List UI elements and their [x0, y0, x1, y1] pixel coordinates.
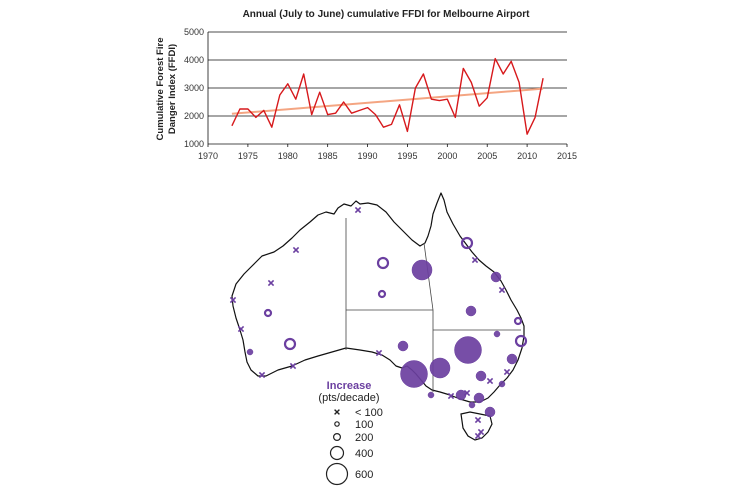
- legend-symbol-ring: [333, 433, 342, 442]
- legend-label: 600: [355, 469, 373, 481]
- station-charleville-circle: [514, 334, 528, 348]
- y-tick-label: 3000: [184, 83, 204, 93]
- station-melbourne-circle: [484, 406, 496, 418]
- legend-label: 200: [355, 432, 373, 444]
- station-rockhampton-circle: [493, 330, 501, 338]
- station-adelaide-circle: [475, 370, 487, 382]
- legend-symbol-ring: [334, 421, 340, 427]
- station-esperance-cross: [289, 362, 297, 370]
- australia-map: [229, 192, 528, 441]
- series-lines: [231, 57, 544, 135]
- x-tick-label: 1970: [198, 151, 218, 161]
- state-borders: [345, 218, 521, 392]
- x-tick-label: 1990: [358, 151, 378, 161]
- station-katherine-cross: [292, 246, 300, 254]
- x-tick-label: 1975: [238, 151, 258, 161]
- x-tick-labels: 1970 1975 1980 1985 1990 1995 2000 2005 2010 2015: [198, 144, 577, 161]
- x-tick-label: 1980: [278, 151, 298, 161]
- station-horsham-circle: [498, 380, 506, 388]
- station-moree-circle: [427, 391, 435, 399]
- mainland-outline: [231, 192, 525, 403]
- station-nowra-cross: [474, 416, 482, 424]
- station-broome-cross: [267, 279, 275, 287]
- series-line-ffdi: [231, 57, 544, 135]
- y-tick-label: 2000: [184, 111, 204, 121]
- station-brisbane-circle: [397, 340, 409, 352]
- station-sale-circle: [473, 392, 485, 404]
- series-line-trend: [231, 87, 544, 115]
- y-tick-label: 5000: [184, 27, 204, 37]
- y-tick-label: 1000: [184, 139, 204, 149]
- station-hobart-cross: [477, 428, 485, 436]
- tasmania-outline: [460, 411, 493, 441]
- chart-title: Annual (July to June) cumulative FFDI fo…: [243, 9, 531, 20]
- station-kalgoorlie-circle: [376, 256, 390, 270]
- station-wagga-wagga-circle: [506, 353, 518, 365]
- y-axis-label-line-1: Cumulative Forest Fire: [155, 38, 166, 141]
- station-dubbo-circle: [455, 389, 467, 401]
- station-cairns-cross: [471, 256, 479, 264]
- line-chart: Annual (July to June) cumulative FFDI fo…: [155, 9, 577, 161]
- station-oodnadatta-circle: [454, 336, 482, 364]
- x-tick-label: 1995: [397, 151, 417, 161]
- station-darwin-region-cross: [354, 206, 362, 214]
- x-tick-label: 2000: [437, 151, 457, 161]
- y-tick-labels: 1000 2000 3000 4000 5000: [184, 27, 204, 149]
- y-tick-label: 4000: [184, 55, 204, 65]
- legend-label: 400: [355, 448, 373, 460]
- legend-title: Increase: [327, 380, 372, 392]
- x-tick-label: 2015: [557, 151, 577, 161]
- y-axis-label: Cumulative Forest Fire Danger Index (FFD…: [155, 38, 178, 141]
- legend-symbol-cross: [334, 409, 340, 415]
- station-townsville-cross: [498, 286, 506, 294]
- station-meekatharra-circle: [283, 337, 297, 351]
- station-woomera-circle: [465, 305, 477, 317]
- station-cloncurry-circle: [460, 236, 474, 250]
- station-williamtown-cross: [447, 392, 455, 400]
- station-longreach-circle: [513, 316, 523, 326]
- legend-subtitle: (pts/decade): [318, 392, 379, 404]
- station-markers: [229, 206, 528, 440]
- station-port-hedland-cross: [229, 296, 237, 304]
- station-perth-circle: [246, 348, 254, 356]
- station-geraldton-circle: [263, 308, 273, 318]
- station-tennant-creek-circle: [377, 289, 387, 299]
- station-albany-cross: [258, 371, 266, 379]
- legend-symbol-ring: [325, 462, 349, 486]
- x-tick-label: 2005: [477, 151, 497, 161]
- x-tick-label: 1985: [318, 151, 338, 161]
- station-carnarvon-cross: [237, 325, 245, 333]
- gridlines: [207, 31, 567, 145]
- legend-label: < 100: [355, 407, 383, 419]
- station-mount-gambier-cross: [486, 377, 494, 385]
- station-alice-springs-circle: [411, 259, 433, 281]
- station-bourke-circle: [429, 357, 451, 379]
- station-canberra-circle: [468, 401, 476, 409]
- station-mildura-circle: [400, 360, 428, 388]
- y-axis-label-line-2: Danger Index (FFDI): [167, 44, 178, 134]
- legend-label: 100: [355, 419, 373, 431]
- station-mackay-circle: [490, 271, 502, 283]
- station-sydney-cross: [503, 368, 511, 376]
- legend-symbol-ring: [329, 445, 345, 461]
- station-coffs-harbour-cross: [375, 349, 383, 357]
- x-tick-label: 2010: [517, 151, 537, 161]
